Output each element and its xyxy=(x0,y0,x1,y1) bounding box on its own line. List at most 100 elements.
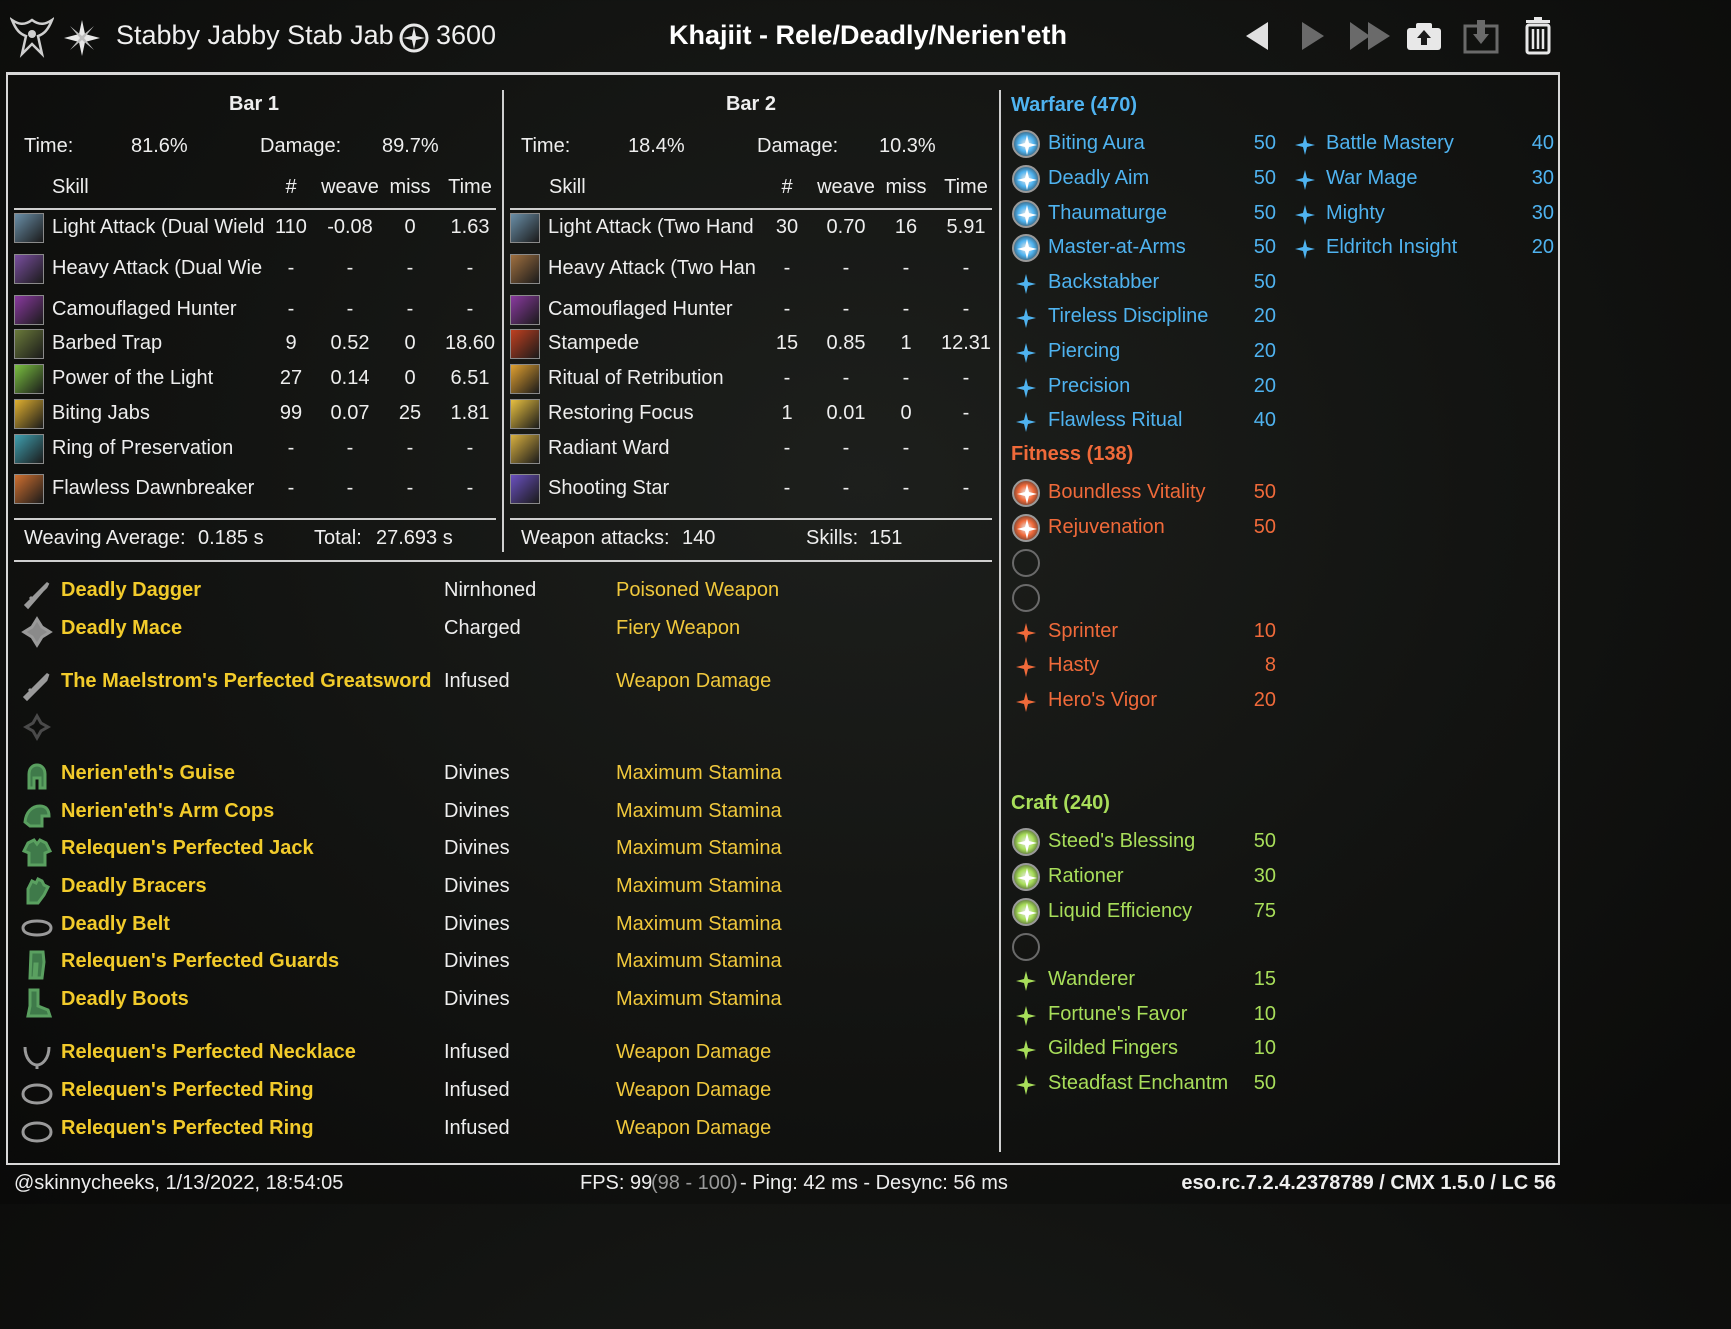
gear-enchant: Maximum Stamina xyxy=(616,875,782,897)
cp-name: Rationer xyxy=(1048,865,1124,887)
focus-icon xyxy=(510,399,540,429)
skill-miss: 1 xyxy=(900,332,912,354)
cp-slot-filled-icon[interactable] xyxy=(1012,514,1040,542)
cp-passive-star-icon xyxy=(1016,1040,1036,1060)
gear-name: Deadly Boots xyxy=(61,988,189,1010)
cp-slot-filled-icon[interactable] xyxy=(1012,130,1040,158)
gear-name: Deadly Belt xyxy=(61,913,170,935)
cp-value: 50 xyxy=(1253,202,1276,224)
cp-value: 20 xyxy=(1253,689,1276,711)
cp-value: 50 xyxy=(1253,1072,1276,1094)
cp-name: Liquid Efficiency xyxy=(1048,900,1193,922)
cp-value: 15 xyxy=(1253,968,1276,990)
cp-name: Tireless Discipline xyxy=(1048,305,1209,327)
slotted-star-icon xyxy=(1017,170,1037,190)
skill-weave: -0.08 xyxy=(327,216,373,238)
gear-divider xyxy=(14,560,992,562)
cp-separator xyxy=(999,90,1001,1152)
cp-passive-star-icon xyxy=(1295,170,1315,190)
upload-button[interactable] xyxy=(1404,16,1444,56)
skill-time: 1.63 xyxy=(450,216,490,238)
cp-name: Biting Aura xyxy=(1048,132,1145,154)
cp-slot-filled-icon[interactable] xyxy=(1012,863,1040,891)
skill-count: 30 xyxy=(775,216,799,238)
gloves-icon xyxy=(26,876,51,905)
gear-trait: Infused xyxy=(444,1041,510,1063)
bar-2-damage-value: 10.3% xyxy=(879,135,936,157)
bar-1-damage-label: Damage: xyxy=(260,135,342,157)
gear-trait: Divines xyxy=(444,800,510,822)
cp-slot-empty-icon[interactable] xyxy=(1012,549,1040,577)
skills-label: Skills: xyxy=(806,527,859,549)
cp-value: 50 xyxy=(1253,132,1276,154)
skill-name: Light Attack (Two Hand xyxy=(548,216,754,238)
build-title: Khajiit - Rele/Deadly/Nerien'eth xyxy=(669,20,1068,50)
skill-name: Camouflaged Hunter xyxy=(548,298,733,320)
cp-slot-filled-icon[interactable] xyxy=(1012,234,1040,262)
previous-fight-button[interactable] xyxy=(1238,16,1278,56)
footer-fps-range: (98 - 100) xyxy=(651,1172,738,1194)
gear-name: Relequen's Perfected Guards xyxy=(61,950,340,972)
shoulder-icon xyxy=(23,804,51,828)
skill-weave: 0.01 xyxy=(826,402,866,424)
save-fight-button[interactable] xyxy=(1461,16,1501,56)
skill-name: Stampede xyxy=(548,332,640,354)
delete-button[interactable] xyxy=(1518,16,1558,56)
ring-icon xyxy=(21,1083,53,1105)
cp-name: Sprinter xyxy=(1048,620,1119,642)
skill-count: - xyxy=(783,257,791,279)
cp-slot-filled-icon[interactable] xyxy=(1012,828,1040,856)
cp-name: Master-at-Arms xyxy=(1048,236,1186,258)
cp-name: Mighty xyxy=(1326,202,1385,224)
skill-time: 5.91 xyxy=(946,216,986,238)
cp-slot-filled-icon[interactable] xyxy=(1012,898,1040,926)
cp-slot-empty-icon[interactable] xyxy=(1012,933,1040,961)
skill-count: 15 xyxy=(775,332,799,354)
cp-passive-star-icon xyxy=(1295,239,1315,259)
ring-icon xyxy=(14,434,44,464)
belt-icon xyxy=(21,919,53,937)
gear-trait: Divines xyxy=(444,913,510,935)
champion-star-icon xyxy=(64,20,100,56)
skill-miss: - xyxy=(406,437,414,459)
gear-enchant: Maximum Stamina xyxy=(616,988,782,1010)
cp-passive-star-icon xyxy=(1016,971,1036,991)
cp-name: Steadfast Enchantm xyxy=(1048,1072,1229,1094)
bar-1-time-label: Time: xyxy=(24,135,74,157)
skill-count: - xyxy=(783,367,791,389)
gear-name: The Maelstrom's Perfected Greatsword xyxy=(61,670,432,692)
next-fight-button[interactable] xyxy=(1292,16,1332,56)
total-label: Total: xyxy=(314,527,362,549)
skill-weave: - xyxy=(842,437,850,459)
cp-value: 30 xyxy=(1531,202,1554,224)
slotted-star-icon xyxy=(1017,135,1037,155)
skill-count: 27 xyxy=(279,367,303,389)
dagger-icon xyxy=(23,581,50,610)
gear-name: Deadly Bracers xyxy=(61,875,207,897)
cp-slot-filled-icon[interactable] xyxy=(1012,165,1040,193)
cp-slot-filled-icon[interactable] xyxy=(1012,200,1040,228)
gear-trait: Divines xyxy=(444,875,510,897)
skill-count: - xyxy=(287,257,295,279)
cp-value: 10 xyxy=(1253,1037,1276,1059)
skill-weave: 0.07 xyxy=(330,402,370,424)
warfare-title: Warfare (470) xyxy=(1011,94,1137,116)
cp-slot-empty-icon[interactable] xyxy=(1012,584,1040,612)
cp-name: Rejuvenation xyxy=(1048,516,1165,538)
slotted-star-icon xyxy=(1017,519,1037,539)
trap-icon xyxy=(14,329,44,359)
skill-weave: - xyxy=(346,437,354,459)
mace-icon xyxy=(21,616,53,648)
gear-enchant: Maximum Stamina xyxy=(616,913,782,935)
cp-value: 10 xyxy=(1253,1003,1276,1025)
skill-time: - xyxy=(962,367,970,389)
weapon-attacks-value: 140 xyxy=(682,527,716,549)
skill-miss: 0 xyxy=(404,216,416,238)
cp-name: Hasty xyxy=(1048,654,1100,676)
last-fight-button[interactable] xyxy=(1346,16,1394,56)
slotted-star-icon xyxy=(1017,484,1037,504)
cp-passive-star-icon xyxy=(1295,205,1315,225)
skill-miss: 25 xyxy=(398,402,422,424)
cp-slot-filled-icon[interactable] xyxy=(1012,479,1040,507)
cp-passive-star-icon xyxy=(1016,412,1036,432)
